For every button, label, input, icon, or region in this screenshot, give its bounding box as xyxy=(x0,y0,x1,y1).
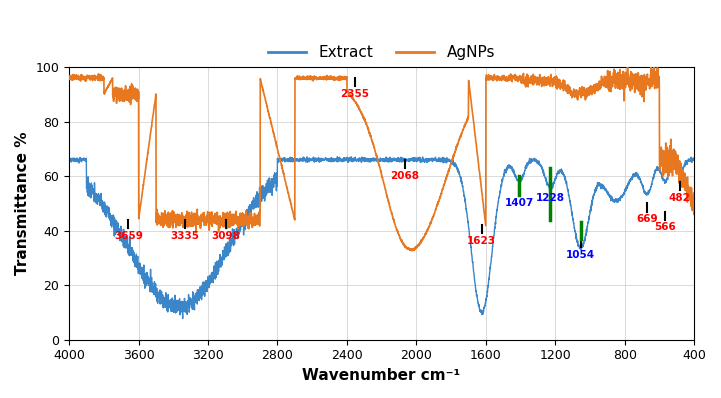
Y-axis label: Transmittance %: Transmittance % xyxy=(15,132,30,275)
Legend: Extract, AgNPs: Extract, AgNPs xyxy=(262,39,501,66)
Text: 1054: 1054 xyxy=(566,250,595,260)
Text: 669: 669 xyxy=(637,214,658,224)
Text: 2355: 2355 xyxy=(340,89,369,99)
Text: 3098: 3098 xyxy=(211,231,240,241)
Text: 1407: 1407 xyxy=(505,198,534,208)
Text: 1228: 1228 xyxy=(536,193,565,203)
X-axis label: Wavenumber cm⁻¹: Wavenumber cm⁻¹ xyxy=(303,368,461,383)
Text: 3335: 3335 xyxy=(170,231,199,241)
Text: 3659: 3659 xyxy=(114,231,143,241)
Text: 2068: 2068 xyxy=(390,171,419,181)
Text: 1623: 1623 xyxy=(467,236,496,246)
Text: 482: 482 xyxy=(669,193,691,203)
Text: 566: 566 xyxy=(655,222,676,232)
